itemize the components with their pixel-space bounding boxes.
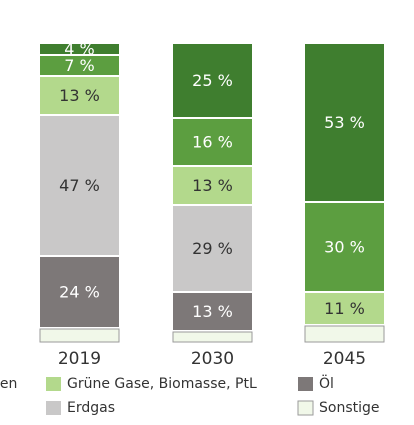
legend-label: Sonstige bbox=[319, 400, 380, 416]
bar-segment bbox=[173, 293, 252, 330]
bar-segment bbox=[173, 167, 252, 204]
data-label: 13 % bbox=[192, 302, 233, 321]
bar-segment bbox=[40, 44, 119, 54]
bar-segment bbox=[40, 116, 119, 255]
legend-label: Erdgas bbox=[67, 400, 115, 416]
data-label: 53 % bbox=[324, 113, 365, 132]
legend-label: Grüne Gase, Biomasse, PtL bbox=[67, 376, 257, 392]
data-label: 24 % bbox=[59, 283, 100, 302]
bar-segment bbox=[305, 203, 384, 291]
bar-segment bbox=[172, 331, 253, 343]
x-tick-label: 2019 bbox=[58, 349, 101, 369]
legend-swatch bbox=[46, 377, 61, 391]
bar-segment bbox=[304, 325, 385, 343]
data-label: 13 % bbox=[59, 86, 100, 105]
x-tick-label: 2030 bbox=[191, 349, 234, 369]
data-label: 47 % bbox=[59, 176, 100, 195]
data-label: 16 % bbox=[192, 133, 233, 152]
bar-segment bbox=[173, 44, 252, 117]
x-tick-label: 2045 bbox=[323, 349, 366, 369]
bar-segment bbox=[173, 206, 252, 291]
bar-segment bbox=[305, 44, 384, 201]
bar-segment bbox=[40, 77, 119, 114]
legend-swatch bbox=[297, 400, 314, 416]
bar-segment bbox=[40, 56, 119, 75]
data-label: 4 % bbox=[64, 40, 94, 59]
data-label: 7 % bbox=[64, 56, 94, 75]
data-label: 29 % bbox=[192, 239, 233, 258]
data-label: 25 % bbox=[192, 71, 233, 90]
legend-swatch bbox=[46, 401, 61, 415]
data-label: 13 % bbox=[192, 176, 233, 195]
legend-label: Öl bbox=[319, 374, 334, 392]
bar-segment bbox=[40, 257, 119, 327]
bar-segment bbox=[39, 328, 120, 343]
legend-label: pen bbox=[0, 376, 17, 392]
data-label: 11 % bbox=[324, 299, 365, 318]
legend-swatch bbox=[298, 377, 313, 391]
bar-segment bbox=[173, 119, 252, 165]
data-label: 30 % bbox=[324, 238, 365, 257]
bar-segment bbox=[305, 293, 384, 324]
